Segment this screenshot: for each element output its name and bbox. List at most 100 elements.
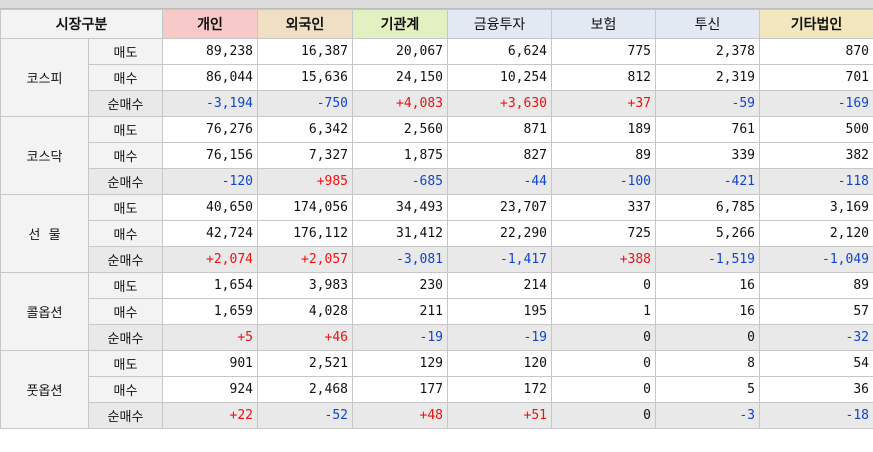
- value-cell: 76,156: [162, 142, 258, 169]
- value-cell: 6,624: [447, 38, 552, 65]
- value-cell: 176,112: [257, 220, 353, 247]
- value-cell: 827: [447, 142, 552, 169]
- market-name-cell: 풋옵션: [0, 350, 89, 429]
- investor-header[interactable]: 보험: [551, 9, 656, 39]
- value-cell: 16,387: [257, 38, 353, 65]
- value-cell: 24,150: [352, 64, 448, 91]
- value-cell: 89,238: [162, 38, 258, 65]
- value-cell: -3,194: [162, 90, 258, 117]
- value-cell: 1,875: [352, 142, 448, 169]
- value-cell: 177: [352, 376, 448, 403]
- value-cell: 382: [759, 142, 873, 169]
- table-row[interactable]: 코스닥 매도 76,276 6,342 2,560 871 189 761 500: [0, 116, 873, 195]
- value-cell: -19: [352, 324, 448, 351]
- value-cell: -1,049: [759, 246, 873, 273]
- value-cell: 337: [551, 194, 656, 221]
- table-row[interactable]: 순매수 +5 +46 -19 -19 0 0 -32: [1, 324, 873, 351]
- value-cell: 120: [447, 350, 552, 377]
- value-cell: -169: [759, 90, 873, 117]
- value-cell: 0: [551, 324, 656, 351]
- value-cell: +2,074: [162, 246, 258, 273]
- table-row[interactable]: 매수 924 2,468 177 172 0 5 36: [1, 376, 873, 403]
- value-cell: 20,067: [352, 38, 448, 65]
- investor-header[interactable]: 기관계: [352, 9, 448, 39]
- row-label-cell: 매도: [88, 350, 163, 377]
- row-label-cell: 매수: [88, 298, 163, 325]
- table-row[interactable]: 순매수 -120 +985 -685 -44 -100 -421 -118: [1, 168, 873, 195]
- value-cell: 36: [759, 376, 873, 403]
- value-cell: 871: [447, 116, 552, 143]
- value-cell: 89: [551, 142, 656, 169]
- investor-header[interactable]: 금융투자: [447, 9, 552, 39]
- value-cell: 2,378: [655, 38, 760, 65]
- value-cell: -120: [162, 168, 258, 195]
- value-cell: 1,654: [162, 272, 258, 299]
- value-cell: 6,785: [655, 194, 760, 221]
- value-cell: 924: [162, 376, 258, 403]
- value-cell: -421: [655, 168, 760, 195]
- investor-header[interactable]: 기타법인: [759, 9, 873, 39]
- value-cell: 15,636: [257, 64, 353, 91]
- investor-header[interactable]: 외국인: [257, 9, 353, 39]
- row-label-cell: 매도: [88, 38, 163, 65]
- table-row[interactable]: 매수 86,044 15,636 24,150 10,254 812 2,319 701: [1, 64, 873, 91]
- value-cell: 211: [352, 298, 448, 325]
- table-row[interactable]: 코스피 매도 89,238 16,387 20,067 6,624 775 2,378 870: [0, 38, 873, 117]
- value-cell: -32: [759, 324, 873, 351]
- value-cell: 172: [447, 376, 552, 403]
- value-cell: 195: [447, 298, 552, 325]
- top-strip: [0, 0, 873, 9]
- value-cell: +46: [257, 324, 353, 351]
- table-row[interactable]: 매수 76,156 7,327 1,875 827 89 339 382: [1, 142, 873, 169]
- value-cell: 6,342: [257, 116, 353, 143]
- table-row[interactable]: 콜옵션 매도 1,654 3,983 230 214 0 16 89: [0, 272, 873, 351]
- table-row[interactable]: 매수 42,724 176,112 31,412 22,290 725 5,266 2,120: [1, 220, 873, 247]
- table-row[interactable]: 순매수 -3,194 -750 +4,083 +3,630 +37 -59 -169: [1, 90, 873, 117]
- value-cell: 189: [551, 116, 656, 143]
- investor-trading-table: 시장구분 개인 외국인 기관계 금융투자 보험 투신 기타법인 코스피 매도 89,…: [0, 9, 873, 429]
- value-cell: 23,707: [447, 194, 552, 221]
- table-row[interactable]: 매수 1,659 4,028 211 195 1 16 57: [1, 298, 873, 325]
- investor-header[interactable]: 개인: [162, 9, 258, 39]
- value-cell: 214: [447, 272, 552, 299]
- market-name-cell: 콜옵션: [0, 272, 89, 351]
- investor-header[interactable]: 투신: [655, 9, 760, 39]
- table-row[interactable]: 순매수 +2,074 +2,057 -3,081 -1,417 +388 -1,519 -1,…: [1, 246, 873, 273]
- market-header[interactable]: 시장구분: [0, 9, 163, 39]
- value-cell: 339: [655, 142, 760, 169]
- value-cell: -750: [257, 90, 353, 117]
- value-cell: +388: [551, 246, 656, 273]
- table-row[interactable]: 선 물 매도 40,650 174,056 34,493 23,707 337 6,785 3,…: [0, 194, 873, 273]
- table-row[interactable]: 순매수 +22 -52 +48 +51 0 -3 -18: [1, 402, 873, 429]
- value-cell: 2,319: [655, 64, 760, 91]
- row-label-cell: 매수: [88, 220, 163, 247]
- row-label-cell: 매수: [88, 142, 163, 169]
- value-cell: 1: [551, 298, 656, 325]
- value-cell: 16: [655, 298, 760, 325]
- value-cell: 57: [759, 298, 873, 325]
- value-cell: 86,044: [162, 64, 258, 91]
- value-cell: -100: [551, 168, 656, 195]
- value-cell: -3,081: [352, 246, 448, 273]
- value-cell: -44: [447, 168, 552, 195]
- value-cell: 5: [655, 376, 760, 403]
- value-cell: 230: [352, 272, 448, 299]
- value-cell: 2,560: [352, 116, 448, 143]
- value-cell: 16: [655, 272, 760, 299]
- value-cell: 3,169: [759, 194, 873, 221]
- value-cell: 40,650: [162, 194, 258, 221]
- row-label-cell: 매수: [88, 376, 163, 403]
- value-cell: 775: [551, 38, 656, 65]
- value-cell: +37: [551, 90, 656, 117]
- value-cell: 0: [551, 272, 656, 299]
- header-row: 시장구분 개인 외국인 기관계 금융투자 보험 투신 기타법인: [0, 9, 873, 39]
- value-cell: +4,083: [352, 90, 448, 117]
- table-row[interactable]: 풋옵션 매도 901 2,521 129 120 0 8 54: [0, 350, 873, 429]
- value-cell: 34,493: [352, 194, 448, 221]
- row-label-cell: 매도: [88, 272, 163, 299]
- value-cell: 4,028: [257, 298, 353, 325]
- value-cell: 901: [162, 350, 258, 377]
- value-cell: +3,630: [447, 90, 552, 117]
- value-cell: -52: [257, 402, 353, 429]
- row-label-cell: 매도: [88, 194, 163, 221]
